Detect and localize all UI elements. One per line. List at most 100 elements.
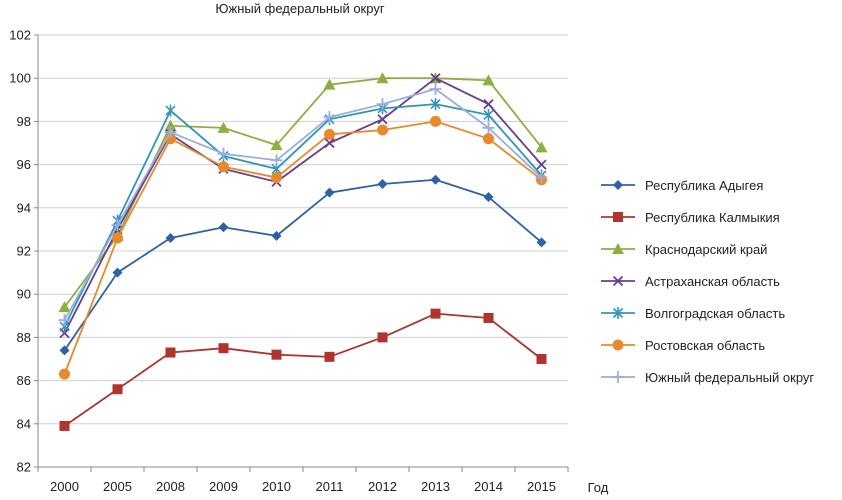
series-line <box>63 120 543 375</box>
data-point <box>429 83 442 95</box>
series-line <box>63 312 543 427</box>
data-point <box>58 301 71 313</box>
data-point <box>270 154 283 167</box>
y-tick-label: 96 <box>17 157 31 172</box>
data-point <box>59 345 70 356</box>
legend-item: Астраханская область <box>601 274 780 289</box>
data-point <box>111 219 124 232</box>
x-tick-label: 2009 <box>209 479 238 494</box>
data-point <box>324 187 335 198</box>
x-tick-label: 2013 <box>421 479 450 494</box>
legend-marker <box>612 307 624 319</box>
series-6 <box>59 115 547 380</box>
data-point <box>377 332 388 343</box>
x-tick-label: 2014 <box>474 479 503 494</box>
data-point <box>430 174 441 185</box>
y-tick-label: 82 <box>17 460 31 475</box>
legend-item: Краснодарский край <box>601 242 767 257</box>
data-point <box>164 119 177 131</box>
data-point <box>430 98 441 111</box>
data-point <box>217 121 230 133</box>
series-line <box>63 178 543 351</box>
data-point <box>218 222 229 233</box>
data-point <box>483 133 494 145</box>
y-tick-label: 94 <box>17 200 31 215</box>
data-point <box>271 230 282 241</box>
legend-item: Республика Калмыкия <box>601 210 780 225</box>
axes <box>34 34 569 472</box>
data-point <box>217 147 230 160</box>
legend-item: Волгоградская область <box>601 306 785 321</box>
data-point <box>483 98 494 110</box>
y-tick-label: 100 <box>9 71 31 86</box>
data-point <box>271 172 282 184</box>
data-point <box>59 368 70 380</box>
legend-label: Республика Адыгея <box>645 178 763 193</box>
legend-label: Астраханская область <box>645 274 780 289</box>
data-point <box>430 308 441 319</box>
series-2 <box>59 308 547 431</box>
data-point <box>483 192 494 202</box>
legend-item: Южный федеральный округ <box>601 370 814 385</box>
y-tick-label: 90 <box>17 287 31 302</box>
data-point <box>218 343 229 354</box>
data-point <box>112 384 123 395</box>
legend-item: Ростовская область <box>601 338 765 353</box>
series-line <box>63 77 543 334</box>
legend: Республика Адыгея Республика Калмыкия Крас… <box>601 178 814 385</box>
data-point <box>483 108 494 121</box>
data-point <box>430 115 441 127</box>
data-point <box>535 141 548 153</box>
data-point <box>165 104 176 117</box>
legend-label: Краснодарский край <box>645 242 767 257</box>
x-tick-labels: 2000 2005 2008 2009 2010 2011 2012 2013 2014 2015 <box>50 479 556 494</box>
data-point <box>165 233 176 244</box>
data-point <box>165 347 176 358</box>
legend-label: Ростовская область <box>645 338 765 353</box>
data-point <box>536 354 547 364</box>
data-point <box>58 314 71 327</box>
data-point <box>536 159 547 170</box>
data-point <box>535 171 548 184</box>
y-tick-label: 86 <box>17 373 31 388</box>
data-point <box>324 128 335 140</box>
x-tick-label: 2005 <box>103 479 132 494</box>
data-point <box>324 351 335 362</box>
x-tick-label: 2012 <box>368 479 397 494</box>
data-point <box>218 161 229 173</box>
legend-marker <box>612 371 624 383</box>
x-axis-label: Год <box>588 480 609 495</box>
data-point <box>376 98 389 111</box>
y-tick-label: 88 <box>17 330 31 345</box>
x-tick-label: 2008 <box>156 479 185 494</box>
data-point <box>271 349 282 360</box>
data-point <box>482 74 495 86</box>
data-point <box>482 121 495 134</box>
data-point <box>59 420 70 431</box>
y-tick-label: 92 <box>17 244 31 259</box>
y-tick-labels: 82 84 86 88 90 92 94 96 98 100 102 <box>9 28 31 475</box>
x-tick-label: 2015 <box>527 479 556 494</box>
y-tick-label: 102 <box>9 28 31 43</box>
legend-label: Южный федеральный округ <box>645 370 814 385</box>
data-point <box>483 312 494 323</box>
series-layer <box>58 72 548 431</box>
data-point <box>376 72 389 84</box>
legend-label: Волгоградская область <box>645 306 785 321</box>
data-point <box>323 111 336 124</box>
series-7 <box>58 83 548 327</box>
series-line <box>63 88 543 321</box>
legend-marker <box>612 243 624 254</box>
x-tick-label: 2000 <box>50 479 79 494</box>
legend-marker <box>613 212 623 222</box>
data-point <box>536 237 547 248</box>
legend-marker <box>612 275 624 287</box>
chart-title: Южный федеральный округ <box>215 1 384 16</box>
x-tick-label: 2011 <box>316 479 344 494</box>
legend-marker <box>612 339 624 351</box>
data-point <box>323 78 336 90</box>
data-point <box>324 137 335 149</box>
data-point <box>112 232 123 244</box>
